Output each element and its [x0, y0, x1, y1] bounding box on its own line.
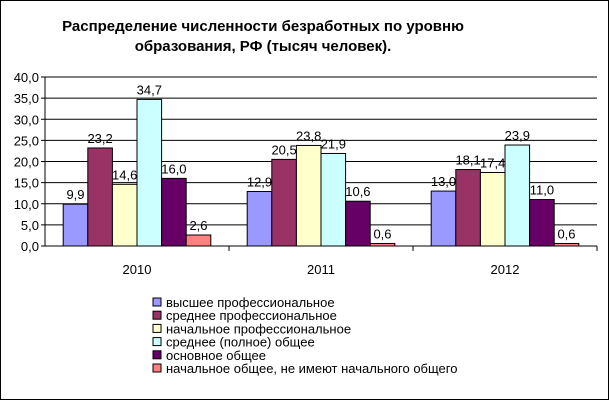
- legend-label: основное общее: [166, 348, 266, 363]
- data-label: 12,9: [247, 174, 272, 189]
- bars: [62, 98, 580, 247]
- bar-6-2010: [185, 234, 212, 247]
- legend-swatch: [152, 363, 162, 373]
- chart-title-line-2: образования, РФ (тысяч человек).: [135, 38, 392, 55]
- data-label: 10,6: [345, 184, 370, 199]
- data-label: 23,2: [87, 131, 112, 146]
- data-label: 20,5: [271, 142, 296, 157]
- legend-label: среднее (полное) общее: [166, 335, 315, 350]
- data-label: 21,9: [321, 136, 346, 151]
- y-tick-label: 30,0: [14, 112, 39, 127]
- data-label: 11,0: [530, 183, 554, 198]
- data-label: 17,4: [480, 155, 505, 170]
- bar-2-2012: [455, 169, 481, 247]
- legend-label: среднее профессиональное: [166, 308, 337, 323]
- bar-5-2012: [529, 199, 555, 247]
- x-category-label: 2010: [123, 262, 152, 277]
- bar-2-2010: [87, 147, 113, 247]
- y-tick-label: 15,0: [14, 176, 39, 191]
- bar-3-2010: [111, 183, 138, 247]
- y-tick-label: 5,0: [21, 218, 39, 233]
- data-label: 23,8: [296, 128, 321, 143]
- bar-1-2012: [430, 190, 457, 247]
- legend-swatch: [152, 323, 162, 333]
- bar-3-2012: [479, 171, 506, 247]
- y-tick-label: 0,0: [21, 239, 39, 254]
- legend-label: начальное профессиональное: [166, 321, 351, 336]
- data-label: 18,1: [455, 153, 480, 168]
- data-label: 16,0: [161, 161, 186, 176]
- bar-1-2011: [246, 190, 273, 247]
- bar-4-2010: [136, 98, 163, 247]
- data-label: 9,9: [66, 187, 84, 202]
- x-category-label: 2012: [491, 262, 520, 277]
- bar-2-2011: [271, 158, 297, 247]
- bar-4-2011: [320, 152, 347, 247]
- data-label: 14,6: [112, 167, 137, 182]
- data-label: 23,9: [505, 128, 530, 143]
- legend-swatch: [152, 297, 162, 307]
- chart-title-line-1: Распределение численности безработных по…: [62, 18, 464, 35]
- data-label: 34,7: [137, 82, 162, 97]
- data-labels: 9,9 23,2 14,6 34,7 16,0 2,6 12,9 20,523,821,9 10…: [66, 82, 575, 241]
- x-axis: 2010 2011 2012: [45, 245, 598, 277]
- legend-swatch: [152, 310, 162, 320]
- data-label: 13,0: [431, 174, 456, 189]
- legend-swatch: [152, 350, 162, 360]
- y-tick-label: 40,0: [14, 70, 39, 85]
- data-label: 2,6: [189, 218, 207, 233]
- y-tick-label: 20,0: [14, 155, 39, 170]
- y-tick-label: 10,0: [14, 197, 39, 212]
- y-axis: 0,0 5,0 10,0 15,0 20,0 25,0 30,0 35,0 40,0: [14, 70, 46, 254]
- bar-4-2012: [504, 144, 531, 247]
- data-label: 0,6: [557, 226, 575, 241]
- legend-swatch: [152, 337, 162, 347]
- bar-5-2011: [345, 200, 371, 247]
- bar-3-2011: [295, 144, 322, 247]
- y-tick-label: 35,0: [14, 91, 39, 106]
- bar-1-2010: [62, 203, 89, 247]
- legend-label: высшее профессиональное: [166, 295, 335, 310]
- legend-label: начальное общее, не имеют начального общ…: [166, 361, 457, 376]
- y-tick-label: 25,0: [14, 133, 39, 148]
- x-category-label: 2011: [307, 262, 335, 277]
- bar-5-2010: [161, 177, 187, 247]
- chart-title: Распределение численности безработных по…: [62, 18, 464, 55]
- data-label: 0,6: [373, 226, 391, 241]
